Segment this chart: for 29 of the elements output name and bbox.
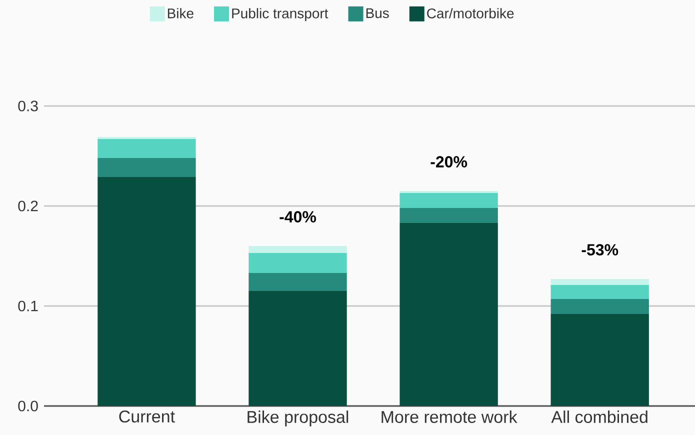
bar bbox=[98, 158, 196, 177]
x-tick-label: Bike proposal bbox=[248, 410, 348, 426]
annotation: -53% bbox=[582, 244, 618, 256]
legend-label: Bus bbox=[366, 8, 389, 18]
bar bbox=[550, 299, 649, 314]
bar bbox=[248, 253, 347, 273]
bar bbox=[550, 285, 649, 299]
bar bbox=[248, 273, 347, 291]
legend-label: Public transport bbox=[232, 8, 328, 22]
bar bbox=[400, 223, 498, 406]
x-tick-label: Current bbox=[119, 410, 175, 423]
annotation: -40% bbox=[280, 211, 316, 222]
bar bbox=[550, 279, 649, 285]
bar bbox=[98, 177, 196, 406]
bar bbox=[248, 246, 347, 253]
bar bbox=[248, 291, 347, 406]
y-tick-label: 0.3 bbox=[18, 100, 38, 112]
bar bbox=[400, 193, 498, 208]
x-tick-label: More remote work bbox=[382, 410, 518, 424]
bar bbox=[400, 208, 498, 223]
y-tick-label: 0.1 bbox=[18, 300, 38, 312]
annotation: -20% bbox=[430, 156, 468, 168]
legend-label: Car/motorbike bbox=[427, 8, 514, 18]
x-tick-label: All combined bbox=[551, 410, 648, 424]
bar bbox=[98, 139, 196, 158]
legend-label: Bike bbox=[168, 8, 194, 18]
bar bbox=[550, 314, 649, 406]
y-tick-label: 0.2 bbox=[18, 200, 38, 212]
y-tick-label: 0.0 bbox=[18, 400, 38, 412]
